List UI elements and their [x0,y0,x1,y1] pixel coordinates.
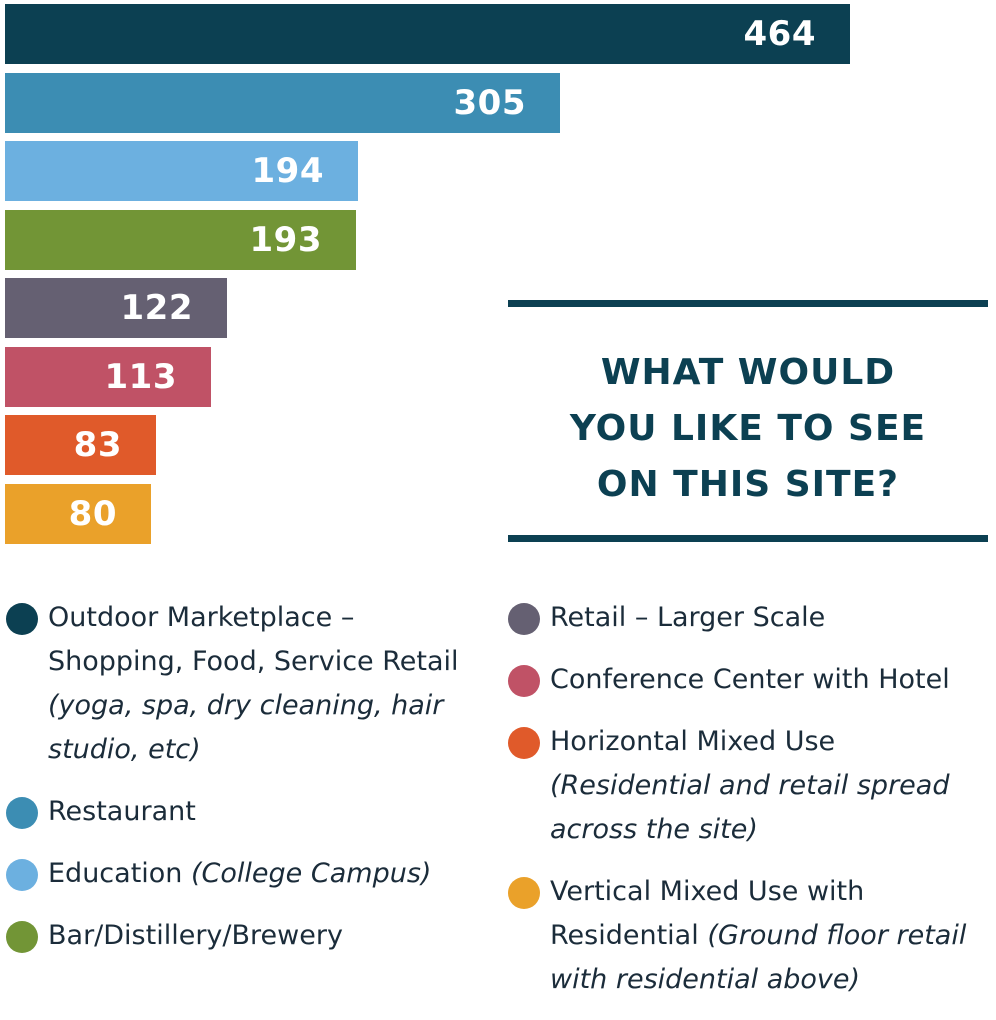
chart-title: WHAT WOULD YOU LIKE TO SEE ON THIS SITE? [508,345,988,513]
legend-right-column: Retail – Larger Scale Conference Center w… [508,596,994,1020]
bar-7: 83 [5,415,156,475]
bar-value-label-7: 83 [73,425,122,465]
legend-label: Bar/Distillery/Brewery [48,920,343,951]
bar-value-label-3: 194 [251,151,324,191]
legend-dot-icon [6,859,38,891]
legend-item-6: Conference Center with Hotel [508,658,994,702]
bars-area: 464 305 194 193 122 113 83 80 [5,4,850,544]
bar-8: 80 [5,483,151,544]
bar-value-label-5: 122 [120,288,193,328]
legend-label: Vertical Mixed Use with Residential [550,876,865,951]
bar-value-label-6: 113 [104,356,177,397]
legend-dot-icon [6,797,38,829]
legend-item-7: Horizontal Mixed Use (Residential and re… [508,720,994,852]
legend-label: Outdoor Marketplace – Shopping, Food, Se… [48,602,459,677]
legend-note: (Residential and retail spread across th… [550,770,950,845]
bar-1: 464 [5,4,850,64]
chart-title-line-1: WHAT WOULD [600,352,896,393]
title-rule-bottom [508,535,988,542]
bar-2: 305 [5,72,560,133]
legend-label: Restaurant [48,796,196,827]
legend-item-2: Restaurant [6,790,496,834]
legend-label: Education [48,858,183,889]
legend-dot-icon [6,603,38,635]
legend-label: Conference Center with Hotel [550,664,950,695]
bar-3: 194 [5,141,358,201]
bar-value-label-8: 80 [68,493,117,534]
bar-value-label-4: 193 [249,219,322,260]
bar-4: 193 [5,209,356,270]
legend-item-1: Outdoor Marketplace – Shopping, Food, Se… [6,596,496,772]
legend-item-8: Vertical Mixed Use with Residential (Gro… [508,870,994,1002]
chart-title-line-3: ON THIS SITE? [596,464,900,505]
legend-item-3: Education (College Campus) [6,852,496,896]
bar-value-label-1: 464 [743,14,816,54]
legend-dot-icon [508,665,540,697]
legend-item-5: Retail – Larger Scale [508,596,994,640]
bar-value-label-2: 305 [453,82,526,123]
legend-dot-icon [508,603,540,635]
legend-note: (Ground floor retail with residential ab… [550,920,967,995]
legend-dot-icon [6,921,38,953]
legend-label: Retail – Larger Scale [550,602,826,633]
legend-dot-icon [508,877,540,909]
bar-5: 122 [5,278,227,338]
title-rule-top [508,300,988,307]
legend-dot-icon [508,727,540,759]
chart-title-line-2: YOU LIKE TO SEE [569,408,927,449]
legend-item-4: Bar/Distillery/Brewery [6,914,496,958]
legend-note: (yoga, spa, dry cleaning, hair studio, e… [48,690,444,765]
bar-6: 113 [5,346,211,407]
legend-label: Horizontal Mixed Use [550,726,836,757]
legend-left-column: Outdoor Marketplace – Shopping, Food, Se… [6,596,496,976]
legend-note: (College Campus) [191,858,432,889]
